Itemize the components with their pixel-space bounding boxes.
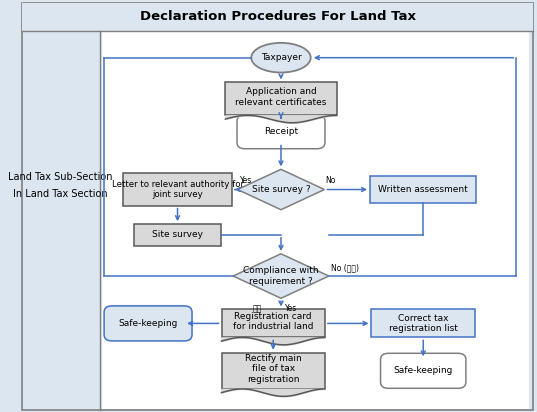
FancyBboxPatch shape — [370, 176, 476, 203]
FancyBboxPatch shape — [134, 224, 221, 246]
Text: Application and
relevant certificates: Application and relevant certificates — [235, 87, 326, 107]
Text: Declaration Procedures For Land Tax: Declaration Procedures For Land Tax — [140, 10, 416, 23]
Text: Safe-keeping: Safe-keeping — [118, 319, 178, 328]
Text: Registration card
for industrial land: Registration card for industrial land — [233, 311, 314, 331]
Text: Compliance with
requirement ?: Compliance with requirement ? — [243, 266, 319, 286]
Text: Rectify main
file of tax
registration: Rectify main file of tax registration — [245, 354, 302, 384]
Text: 通知: 通知 — [252, 304, 262, 313]
Polygon shape — [237, 169, 324, 210]
FancyBboxPatch shape — [221, 309, 325, 337]
Text: Land Tax Sub-Section
In Land Tax Section: Land Tax Sub-Section In Land Tax Section — [8, 172, 112, 199]
Text: No: No — [325, 176, 336, 185]
Text: Yes: Yes — [285, 304, 297, 313]
FancyBboxPatch shape — [123, 173, 232, 206]
FancyBboxPatch shape — [237, 115, 325, 149]
Text: Written assessment: Written assessment — [379, 185, 468, 194]
FancyBboxPatch shape — [23, 3, 533, 31]
Ellipse shape — [251, 43, 311, 73]
FancyBboxPatch shape — [226, 82, 337, 115]
Text: Receipt: Receipt — [264, 127, 298, 136]
Text: Yes: Yes — [240, 176, 252, 185]
Text: Correct tax
registration list: Correct tax registration list — [389, 314, 458, 333]
FancyBboxPatch shape — [381, 353, 466, 388]
Text: Taxpayer: Taxpayer — [260, 53, 301, 62]
Text: Letter to relevant authority for
joint survey: Letter to relevant authority for joint s… — [112, 180, 244, 199]
FancyBboxPatch shape — [23, 3, 533, 410]
Text: Safe-keeping: Safe-keeping — [394, 366, 453, 375]
Text: No (通知): No (通知) — [331, 264, 359, 273]
FancyBboxPatch shape — [101, 32, 529, 409]
Text: Site survey: Site survey — [152, 230, 203, 239]
Text: Site survey ?: Site survey ? — [252, 185, 310, 194]
FancyBboxPatch shape — [221, 353, 325, 389]
FancyBboxPatch shape — [104, 306, 192, 341]
Polygon shape — [233, 254, 329, 298]
FancyBboxPatch shape — [372, 309, 475, 337]
